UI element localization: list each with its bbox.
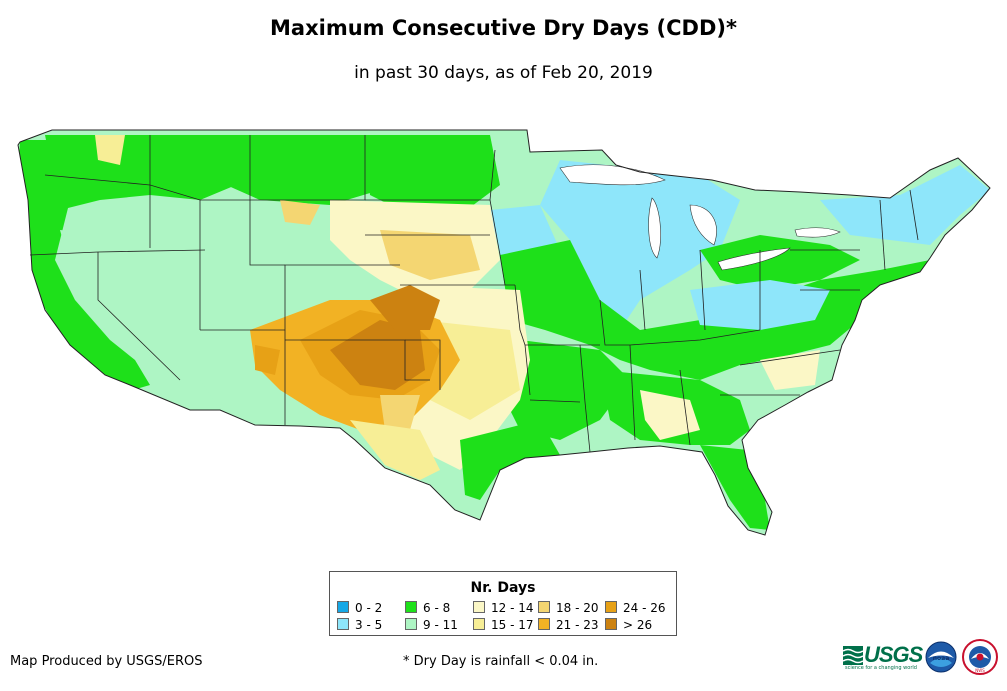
lake-michigan: [648, 197, 661, 259]
legend-label: 12 - 14: [491, 601, 534, 615]
state-borders: [29, 135, 919, 453]
legend-item-15-17: 15 - 17: [473, 618, 534, 632]
cdd-regions: [18, 135, 990, 530]
legend-item-3-5: 3 - 5: [337, 618, 382, 632]
legend-label: 3 - 5: [355, 618, 383, 632]
legend-title: Nr. Days: [470, 580, 536, 596]
noaa-logo-icon: noaa: [925, 641, 957, 673]
legend-label: > 26: [623, 618, 653, 632]
legend-item-6-8: 6 - 8: [405, 601, 450, 615]
legend-swatch: [337, 601, 349, 613]
nws-logo-icon: NWS: [962, 639, 998, 675]
legend-label: 24 - 26: [623, 601, 666, 615]
legend-swatch: [605, 601, 617, 613]
legend-item-gt-26: > 26: [605, 618, 652, 632]
usgs-tagline: science for a changing world: [845, 665, 917, 671]
usgs-logo: USGS science for a changing world: [843, 641, 923, 671]
legend-item-12-14: 12 - 14: [473, 601, 534, 615]
legend-swatch: [405, 601, 417, 613]
legend-swatch: [605, 618, 617, 630]
legend-item-18-20: 18 - 20: [538, 601, 599, 615]
legend: Nr. Days 0 - 2 3 - 5 6 - 8 9 - 11 12 - 1…: [329, 571, 677, 636]
legend-item-9-11: 9 - 11: [405, 618, 458, 632]
legend-swatch: [473, 618, 485, 630]
legend-swatch: [538, 618, 550, 630]
legend-item-21-23: 21 - 23: [538, 618, 599, 632]
credit-text: Map Produced by USGS/EROS: [10, 654, 203, 669]
lake-erie: [717, 247, 791, 271]
legend-label: 6 - 8: [423, 601, 451, 615]
legend-swatch: [538, 601, 550, 613]
legend-label: 18 - 20: [556, 601, 599, 615]
legend-item-0-2: 0 - 2: [337, 601, 382, 615]
lake-superior: [559, 164, 666, 186]
legend-swatch: [337, 618, 349, 630]
usgs-logo-text: USGS: [864, 642, 923, 667]
legend-swatch: [405, 618, 417, 630]
legend-item-24-26: 24 - 26: [605, 601, 666, 615]
lake-huron: [689, 204, 717, 246]
lake-ontario: [794, 227, 841, 238]
footnote-text: * Dry Day is rainfall < 0.04 in.: [403, 654, 599, 669]
legend-label: 0 - 2: [355, 601, 383, 615]
noaa-logo-text: noaa: [933, 655, 950, 662]
usgs-wave-icon: [843, 646, 863, 665]
map-title: Maximum Consecutive Dry Days (CDD)*: [270, 16, 737, 40]
map-subtitle: in past 30 days, as of Feb 20, 2019: [354, 63, 653, 83]
nws-logo-text: NWS: [975, 668, 985, 673]
legend-label: 21 - 23: [556, 618, 599, 632]
legend-label: 9 - 11: [423, 618, 458, 632]
legend-swatch: [473, 601, 485, 613]
legend-label: 15 - 17: [491, 618, 534, 632]
